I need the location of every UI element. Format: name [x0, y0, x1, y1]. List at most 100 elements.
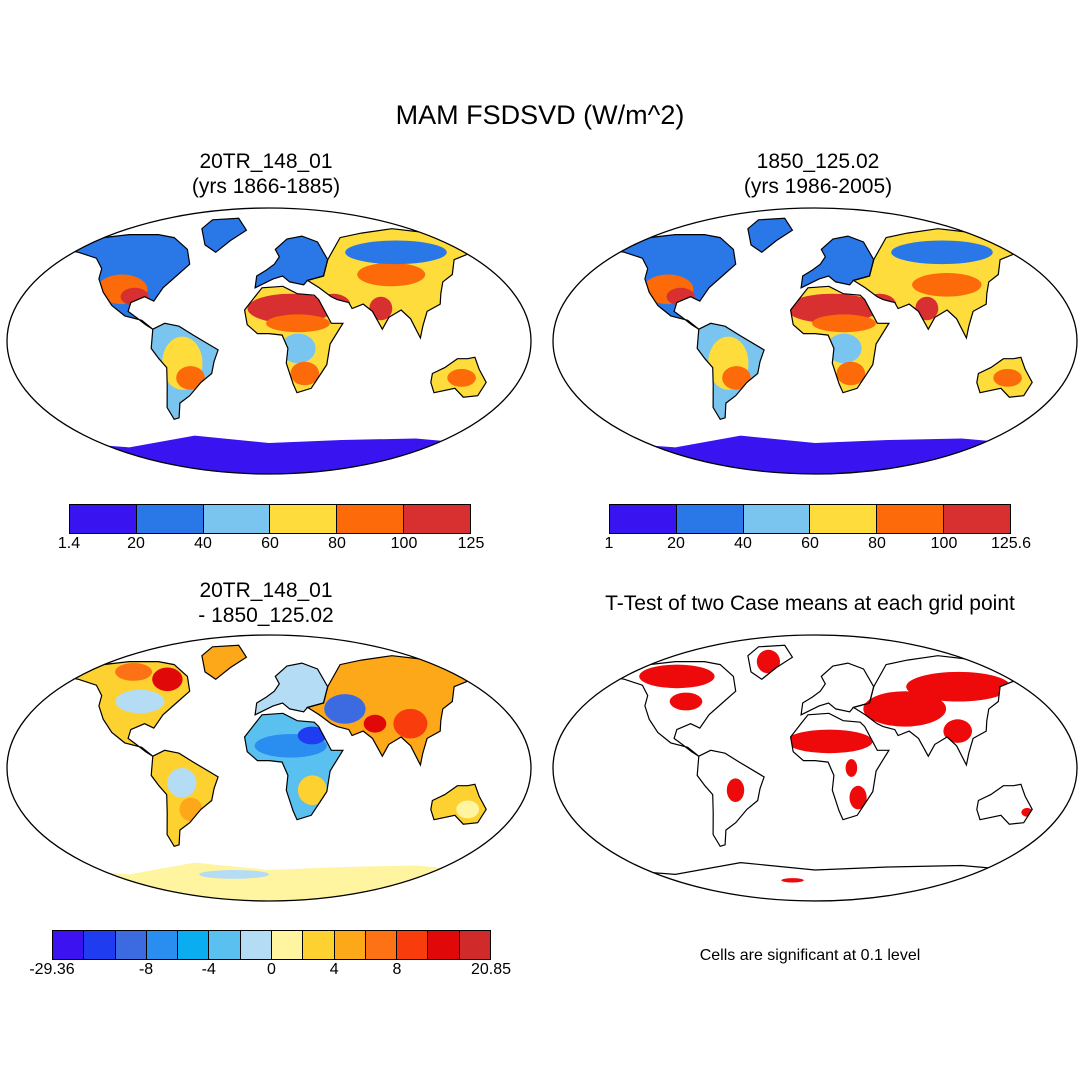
colorbar-tick-label: -29.36 [29, 961, 75, 978]
map-border [6, 207, 532, 475]
coastline-eu [254, 662, 329, 716]
colorbar-swatch [428, 931, 460, 959]
coastline-sa [150, 322, 219, 421]
coastline-gl [747, 644, 794, 681]
field-patch [912, 273, 982, 297]
top-right-map [552, 207, 1078, 475]
bottom-right-map [552, 634, 1078, 902]
bottom-left-map [6, 634, 532, 902]
colorbar-swatch [53, 931, 85, 959]
field-patch [324, 694, 366, 724]
colorbar-tick-label: 125.6 [990, 535, 1032, 552]
colorbar-swatch [84, 931, 116, 959]
field-patch [176, 366, 205, 390]
field-patch [447, 369, 476, 387]
coastline-eu [800, 235, 875, 289]
coastline-na [60, 234, 191, 330]
field-patch [266, 314, 330, 333]
field-patch [845, 759, 858, 777]
coastline-eu [800, 662, 875, 716]
land-region-eu [801, 236, 874, 288]
colorbar-swatch [209, 931, 241, 959]
field-patch [786, 729, 873, 754]
field-patch [826, 333, 862, 364]
top-left-panel-title: 20TR_148_01 (yrs 1866-1885) [126, 149, 406, 199]
bottom-right-panel-title: T-Test of two Case means at each grid po… [605, 592, 1015, 615]
field-patch [836, 361, 866, 386]
bottom-left-panel-title: 20TR_148_01 - 1850_125.02 [126, 578, 406, 628]
colorbar-swatch [610, 505, 677, 533]
top-left-map [6, 207, 532, 475]
coastline-au [976, 356, 1033, 398]
map-border [552, 634, 1078, 902]
land-region-au [976, 784, 1033, 825]
colorbar-tick-label: 1.4 [57, 535, 81, 552]
land-region-eu [801, 663, 874, 715]
field-patch [152, 667, 183, 692]
colorbar-tick-label: 20 [127, 535, 145, 552]
colorbar-tick-label: 60 [261, 535, 279, 552]
colorbar-swatch [178, 931, 210, 959]
land-region-sa [151, 750, 219, 847]
coastline-sa [696, 322, 765, 421]
field-patch [726, 778, 745, 802]
field-patch [812, 314, 876, 333]
coastline-gl [201, 644, 248, 681]
field-patch [280, 333, 316, 364]
colorbar-tick-label: -8 [138, 961, 154, 978]
field-patch [393, 708, 428, 739]
colorbar-tick-label: 125 [457, 535, 485, 552]
top-right-panel-title: 1850_125.02 (yrs 1986-2005) [678, 149, 958, 199]
field-patch [199, 870, 269, 879]
colorbar-swatch [810, 505, 878, 533]
top-left-title-line1: 20TR_148_01 [199, 150, 333, 173]
top-left-colorbar [69, 504, 471, 534]
colorbar-tick-label: 40 [194, 535, 212, 552]
coastline-as [306, 228, 486, 340]
field-patch [392, 674, 459, 699]
field-patch [722, 366, 751, 390]
field-patch [643, 240, 708, 265]
coastline-as [852, 655, 1032, 767]
figure-title: MAM FSDSVD (W/m^2) [395, 100, 685, 130]
colorbar-tick-label: 20 [667, 535, 685, 552]
coastline-sa [696, 749, 765, 848]
land-region-eu [255, 663, 328, 715]
colorbar-swatch [404, 505, 470, 533]
colorbar-tick-label: 60 [801, 535, 819, 552]
coastline-af [243, 712, 344, 821]
land-region-gl [201, 645, 247, 680]
field-patch [781, 878, 804, 883]
field-patch [639, 664, 715, 689]
colorbar-tick-label: 100 [390, 535, 418, 552]
colorbar-tick-label: 4 [329, 961, 339, 978]
significance-note: Cells are significant at 0.1 level [699, 947, 921, 964]
field-patch [167, 768, 197, 798]
top-left-title-line2: (yrs 1866-1885) [191, 175, 341, 198]
coastline-au [430, 783, 487, 825]
colorbar-swatch [146, 931, 179, 959]
land-region-gl [747, 218, 793, 253]
field-patch [290, 361, 320, 386]
colorbar-tick-label: 1 [604, 535, 614, 552]
coastline-gl [747, 217, 794, 254]
top-right-colorbar-labels: 1 20 40 60 80 100 125.6 [605, 535, 1031, 555]
colorbar-swatch [877, 505, 945, 533]
coastline-as [852, 228, 1032, 340]
colorbar-swatch [337, 505, 405, 533]
colorbar-tick-label: 100 [930, 535, 958, 552]
field-patch [97, 240, 162, 265]
coastline-as [306, 655, 486, 767]
colorbar-swatch [459, 931, 490, 959]
field-patch [943, 719, 972, 743]
field-patch [915, 296, 939, 321]
field-patch [357, 262, 426, 287]
coastline-au [976, 783, 1033, 825]
colorbar-swatch [743, 505, 811, 533]
top-right-colorbar [609, 504, 1011, 534]
map-border [552, 207, 1078, 475]
coastline-af [789, 285, 890, 394]
coastline-gl [201, 217, 248, 254]
land-region-na [607, 661, 736, 757]
coastline-na [606, 661, 737, 757]
